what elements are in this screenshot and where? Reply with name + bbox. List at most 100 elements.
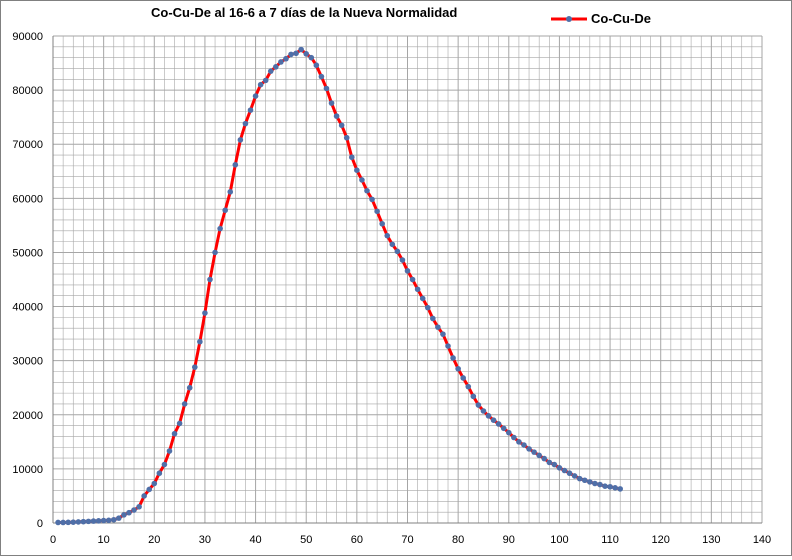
data-point [460,375,467,381]
data-point [359,177,365,183]
data-point [227,189,234,195]
data-point [328,100,335,106]
data-point [475,402,482,408]
data-point [242,120,249,127]
data-point [131,507,137,513]
data-point [126,509,132,516]
data-point [551,461,558,468]
data-point [597,481,603,488]
data-point [95,518,102,524]
data-point [308,54,315,61]
data-point [419,295,426,302]
data-point [257,81,264,88]
data-point [207,276,213,283]
data-point [100,517,107,524]
data-point [455,365,461,372]
data-point [313,62,320,69]
data-point [136,503,142,510]
data-point [379,220,385,227]
x-tick-label: 30 [199,534,211,546]
data-point [232,161,239,168]
data-point [561,467,568,474]
data-point [587,479,593,485]
x-tick-label: 50 [300,534,312,546]
data-point [617,486,623,492]
x-tick-label: 140 [753,534,771,546]
x-tick-label: 40 [249,534,261,546]
data-point [70,519,77,525]
data-point [495,421,502,427]
data-point [171,430,178,437]
data-point [531,449,537,455]
data-point [576,475,583,482]
data-point [480,408,487,414]
data-point [364,187,370,194]
data-point [374,208,380,215]
data-point [288,51,294,58]
data-point [161,461,168,468]
y-tick-label: 0 [37,518,43,530]
data-point [424,304,431,311]
data-point [90,518,97,524]
data-point [511,434,517,441]
x-tick-label: 10 [98,534,110,546]
x-tick-label: 100 [550,534,568,546]
data-point [505,429,512,436]
data-point [278,59,284,65]
data-point [612,485,618,491]
data-point [526,446,532,452]
data-point [181,401,188,407]
data-point [55,519,61,526]
x-tick-label: 20 [148,534,160,546]
data-point [592,480,598,487]
data-point [445,343,451,349]
data-point [303,51,310,57]
data-point [521,442,527,448]
data-point [65,519,71,526]
x-tick-label: 130 [702,534,720,546]
data-point [602,483,608,490]
data-point [105,517,112,524]
data-point [202,310,208,316]
x-tick-label: 110 [601,534,619,546]
data-point [338,122,345,129]
data-point [60,519,66,526]
chart-title: Co-Cu-De al 16-6 a 7 días de la Nueva No… [151,5,458,20]
y-tick-label: 60000 [12,193,43,205]
data-point [430,315,436,322]
data-point [500,425,507,432]
data-point [399,257,406,263]
data-point [536,452,542,459]
data-point [440,331,446,337]
data-point [556,465,563,471]
data-point [75,519,82,525]
x-tick-label: 60 [351,534,363,546]
data-point [151,480,158,487]
data-point [146,486,153,493]
data-point [217,225,223,232]
data-point [273,64,279,70]
legend: Co-Cu-De [551,11,651,26]
data-point [394,248,401,255]
data-point [435,324,441,330]
data-point [116,515,122,521]
data-point [192,364,198,370]
data-point [485,413,492,419]
y-tick-label: 90000 [12,31,43,43]
data-point [409,276,416,283]
data-point [369,196,375,203]
data-point [85,518,92,525]
data-point [283,55,289,62]
data-point [465,383,472,390]
data-point [318,73,325,80]
data-point [197,338,203,345]
data-point [212,249,218,256]
data-point [247,107,254,113]
y-tick-label: 70000 [12,139,43,151]
data-point [267,68,274,74]
data-point [222,207,228,214]
y-tick-label: 80000 [12,85,43,97]
data-point [581,477,588,484]
